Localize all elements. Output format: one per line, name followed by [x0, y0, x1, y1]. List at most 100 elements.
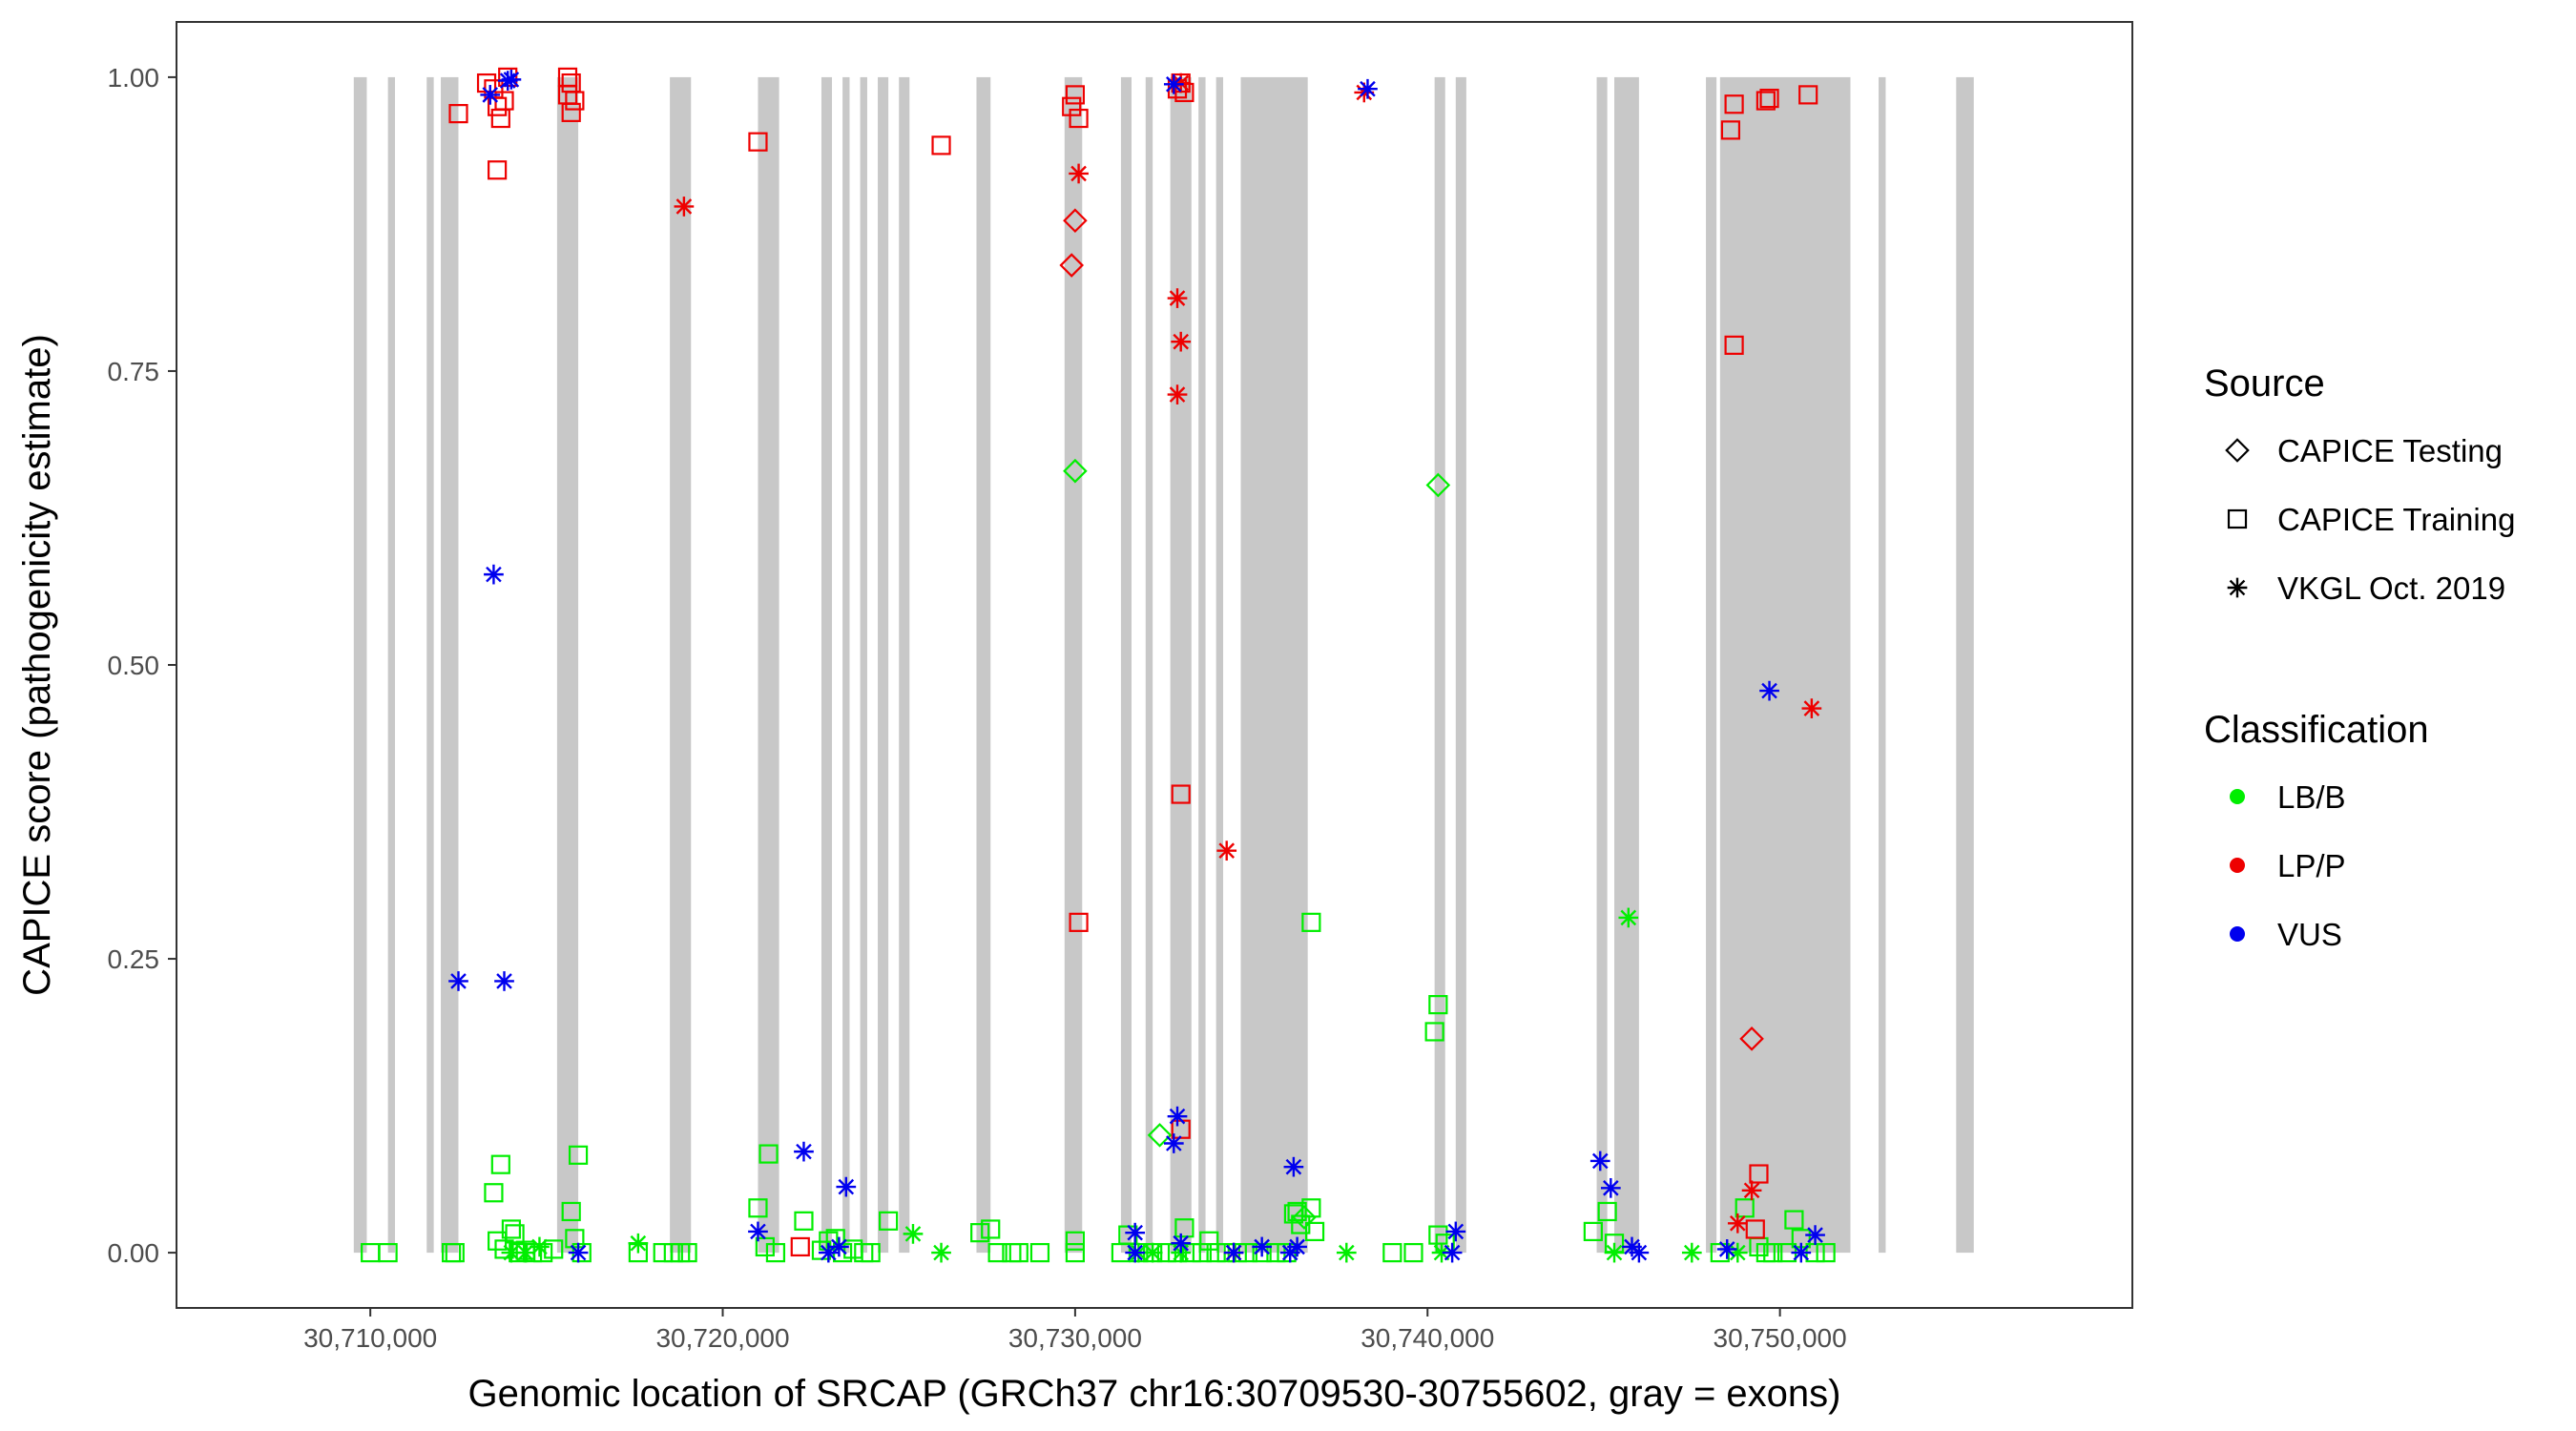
y-axis: 0.00 0.25 0.50 0.75 1.00 — [108, 63, 177, 1268]
data-point — [490, 1154, 510, 1174]
x-axis: 30,710,000 30,720,000 30,730,000 30,740,000… — [303, 1308, 1847, 1353]
data-point — [1720, 120, 1741, 140]
data-point — [1163, 1133, 1184, 1153]
exon-bands — [353, 76, 1974, 1254]
data-point — [1445, 1221, 1466, 1242]
exon-band — [387, 76, 396, 1254]
data-point — [818, 1242, 839, 1263]
data-point — [794, 1141, 814, 1162]
data-point — [568, 1145, 589, 1165]
exon-band — [1956, 76, 1974, 1254]
data-point — [1358, 78, 1378, 99]
data-point — [476, 73, 497, 93]
exon-band — [758, 76, 779, 1254]
data-point — [1059, 253, 1085, 278]
data-point — [1791, 1242, 1812, 1263]
data-point — [544, 1239, 564, 1259]
data-point — [1597, 1201, 1617, 1222]
data-point — [1167, 384, 1188, 404]
data-point — [1171, 784, 1191, 804]
data-point — [1174, 1218, 1195, 1238]
data-point — [981, 1219, 1001, 1239]
data-point — [484, 1183, 504, 1203]
data-point — [448, 971, 468, 991]
legend-source-title: Source — [2204, 363, 2325, 404]
data-point — [501, 1219, 522, 1239]
data-point — [748, 1198, 768, 1218]
data-point — [1727, 1213, 1748, 1234]
data-point — [1763, 1242, 1783, 1263]
data-point — [565, 1229, 585, 1249]
data-point — [758, 1144, 779, 1164]
data-point — [494, 971, 514, 991]
data-point — [480, 85, 501, 105]
data-point — [1745, 1219, 1765, 1239]
legend-label: LB/B — [2277, 779, 2346, 815]
data-point — [1065, 85, 1085, 105]
exon-band — [1145, 76, 1153, 1254]
data-point — [765, 1242, 786, 1263]
data-point — [903, 1224, 924, 1244]
data-point — [488, 96, 508, 116]
data-point — [1065, 1231, 1085, 1251]
exon-band — [1198, 76, 1206, 1254]
data-point — [748, 1221, 768, 1242]
data-point — [1069, 108, 1089, 129]
data-point — [1252, 1236, 1273, 1257]
legend-source-items: CAPICE Testing CAPICE Training VKGL Oct. 2… — [2225, 433, 2515, 606]
exon-band — [976, 76, 991, 1254]
y-tick-label: 0.00 — [108, 1238, 160, 1268]
data-point — [1600, 1177, 1621, 1198]
exon-band — [1434, 76, 1445, 1254]
data-point — [561, 102, 581, 122]
legend-key-square — [2227, 508, 2248, 529]
exon-band — [1614, 76, 1639, 1254]
data-point — [931, 1242, 951, 1263]
data-point — [1279, 1242, 1300, 1263]
data-point — [505, 1224, 525, 1244]
data-point — [1292, 1205, 1317, 1230]
legend-label: VUS — [2277, 917, 2342, 952]
data-point — [1425, 472, 1451, 498]
data-point — [677, 1242, 697, 1263]
x-tick-label: 30,720,000 — [655, 1323, 789, 1353]
y-tick-label: 0.25 — [108, 944, 160, 974]
y-tick-label: 0.50 — [108, 651, 160, 680]
data-point — [1063, 208, 1088, 234]
data-point — [1784, 1210, 1804, 1230]
data-point — [1816, 1242, 1836, 1263]
exon-band — [842, 76, 850, 1254]
data-point — [497, 71, 518, 91]
data-point — [1583, 1221, 1603, 1242]
exon-band — [878, 76, 889, 1254]
data-point — [1724, 335, 1744, 355]
data-point — [1125, 1242, 1146, 1263]
data-point — [1336, 1242, 1357, 1263]
data-point — [530, 1236, 550, 1257]
data-point — [1382, 1242, 1402, 1263]
exon-band — [1706, 76, 1717, 1254]
data-point — [1192, 1242, 1212, 1263]
data-point — [931, 135, 951, 156]
data-point — [836, 1176, 857, 1197]
data-point — [1142, 1242, 1163, 1263]
data-point — [1147, 1123, 1173, 1148]
data-point — [674, 197, 695, 217]
y-tick-label: 1.00 — [108, 63, 160, 93]
legend-classification-items: LB/B LP/P VUS — [2230, 779, 2346, 952]
x-tick-label: 30,730,000 — [1008, 1323, 1142, 1353]
exon-band — [1215, 76, 1224, 1254]
data-point — [565, 91, 585, 111]
data-point — [1171, 331, 1192, 352]
data-point — [1681, 1242, 1702, 1263]
data-point — [1805, 1225, 1825, 1245]
x-tick-label: 30,740,000 — [1361, 1323, 1494, 1353]
data-point — [1759, 680, 1779, 701]
data-point — [1629, 1242, 1650, 1263]
data-point — [1216, 840, 1237, 861]
x-axis-title: Genomic location of SRCAP (GRCh37 chr16:… — [467, 1373, 1840, 1415]
data-point — [1167, 288, 1188, 308]
data-point — [794, 1211, 814, 1231]
data-point — [1167, 1106, 1188, 1127]
data-point — [1424, 1022, 1444, 1042]
